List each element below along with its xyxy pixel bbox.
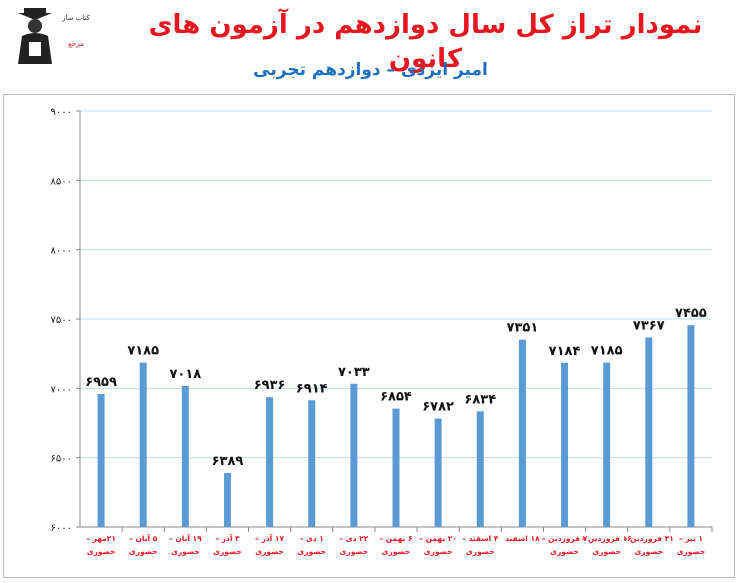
bar (603, 362, 611, 527)
x-tick-label: ۲۲ دی – (339, 534, 368, 543)
y-tick-label: ۹۰۰۰ (51, 107, 72, 118)
data-label: ۷۰۳۳ (338, 365, 370, 380)
bar (139, 362, 147, 527)
x-tick-label: ۱۹ آبان – (169, 533, 202, 543)
data-label: ۶۸۳۴ (464, 392, 496, 407)
y-tick-label: ۸۰۰۰ (51, 246, 72, 257)
x-tick-label: ۱ دی – (300, 534, 324, 543)
data-label: ۶۳۸۹ (212, 454, 244, 469)
x-tick-label: ۵ آبان – (129, 533, 158, 543)
x-tick-label: ۲۰ بهمن – (419, 534, 457, 543)
data-label: ۷۱۸۵ (591, 344, 623, 359)
data-label: ۶۸۵۴ (380, 390, 412, 405)
logo-head-icon (28, 19, 42, 33)
logo-text-line-2: مرجع (68, 40, 84, 48)
x-tick-label: حضوری (340, 547, 369, 556)
x-tick-label: حضوری (382, 547, 411, 556)
bar (181, 385, 189, 527)
x-tick-label: ۱۸ اسفند (505, 534, 540, 543)
x-tick-label: ۴ اسفند – (462, 534, 499, 543)
x-tick-label: ۷ فروردین – (542, 534, 588, 543)
data-label: ۶۹۵۹ (85, 375, 117, 390)
page-subtitle: امیر ایزدی – دوازدهم تجربی (253, 60, 488, 80)
page-title: نمودار تراز کل سال دوازدهم در آزمون های … (148, 10, 703, 74)
data-label: ۷۱۸۵ (127, 344, 159, 359)
bar (308, 400, 316, 527)
x-tick-label: ۲۱مهر – (86, 534, 116, 543)
logo-text-line-1: کتاب ساز (61, 14, 90, 22)
bar (434, 418, 442, 527)
bar (97, 394, 105, 527)
bar (266, 397, 274, 527)
bar (392, 408, 400, 527)
data-label: ۶۷۸۲ (422, 400, 454, 415)
x-tick-label: حضوری (171, 547, 200, 556)
data-label: ۷۳۶۷ (633, 318, 665, 333)
data-label: ۷۱۸۴ (549, 344, 581, 359)
y-tick-label: ۸۵۰۰ (51, 176, 72, 187)
x-tick-label: حضوری (677, 547, 706, 556)
chart-area: ۶۰۰۰ ۶۵۰۰ ۷۰۰۰ ۷۵۰۰ ۸۰۰۰ ۸۵۰۰ ۹۰۰۰ ۶۹۵۹ ۲۱مهر – ح… (3, 94, 735, 578)
data-label: ۶۹۳۶ (254, 378, 286, 393)
logo-cap-icon (24, 8, 46, 13)
x-tick-label: حضوری (297, 547, 326, 556)
y-tick-label: ۷۰۰۰ (51, 384, 72, 395)
data-label: ۶۹۱۴ (296, 381, 328, 396)
x-tick-label: حضوری (255, 547, 284, 556)
bar (645, 337, 653, 527)
x-tick-label: حضوری (87, 547, 116, 556)
bar (561, 362, 569, 527)
y-tick-label: ۶۰۰۰ (51, 523, 72, 534)
x-tick-label: حضوری (550, 547, 579, 556)
bar (476, 411, 484, 527)
x-tick-label: ۶ بهمن – (379, 534, 412, 543)
x-tick-label: ۳۱ فروردین – (624, 534, 674, 543)
x-tick-label: حضوری (424, 547, 453, 556)
x-tick-label: ۱ تیر – (679, 534, 703, 543)
bar (687, 325, 695, 527)
x-tick-label: ۱۶ فروردین – (582, 534, 632, 543)
bar (223, 473, 231, 527)
x-tick-label: حضوری (592, 547, 621, 556)
x-tick-label: حضوری (129, 547, 158, 556)
bar-chart: ۶۰۰۰ ۶۵۰۰ ۷۰۰۰ ۷۵۰۰ ۸۰۰۰ ۸۵۰۰ ۹۰۰۰ ۶۹۵۹ ۲۱مهر – ح… (51, 107, 713, 556)
y-tick-label: ۷۵۰۰ (51, 315, 72, 326)
x-tick-label: حضوری (634, 547, 663, 556)
data-label: ۷۰۱۸ (169, 367, 201, 382)
bar (350, 383, 358, 527)
x-tick-label: حضوری (213, 547, 242, 556)
bar (518, 339, 526, 527)
data-label: ۷۳۵۱ (507, 321, 539, 336)
y-tick-label: ۶۵۰۰ (51, 454, 72, 465)
x-tick-label: ۱۷ آذر – (255, 533, 284, 543)
x-tick-label: ۳ آذر – (215, 533, 240, 543)
logo: کتاب ساز مرجع (4, 6, 100, 66)
data-label: ۷۴۵۵ (675, 306, 707, 321)
x-tick-label: حضوری (466, 547, 495, 556)
